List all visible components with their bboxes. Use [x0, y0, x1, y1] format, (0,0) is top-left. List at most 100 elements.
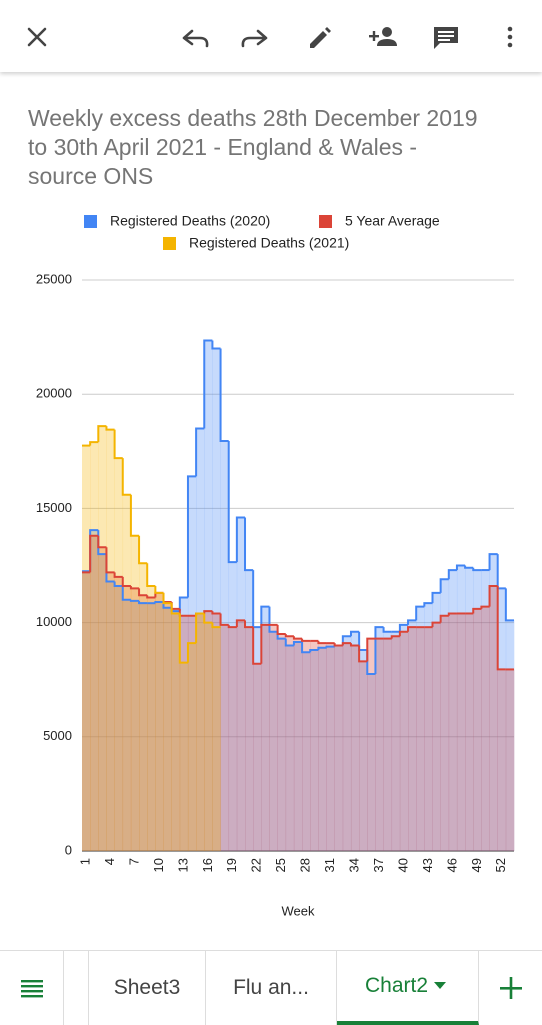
- x-tick-label: 49: [469, 858, 484, 872]
- area-step: [432, 622, 441, 851]
- area-step: [114, 586, 124, 851]
- x-tick-label: 13: [175, 858, 190, 872]
- area-step: [302, 652, 311, 851]
- step-line: [97, 425, 107, 443]
- step-line: [105, 426, 115, 431]
- area-step: [456, 613, 466, 851]
- step-line: [146, 563, 156, 588]
- step-line: [488, 553, 498, 571]
- step-line: [113, 572, 123, 578]
- step-line: [105, 547, 115, 574]
- area-step: [179, 615, 189, 851]
- step-line: [211, 611, 221, 615]
- undo-icon[interactable]: [182, 29, 209, 48]
- step-line: [195, 427, 205, 477]
- area-step: [187, 643, 197, 851]
- x-tick-label: 4: [102, 858, 117, 865]
- area-step: [465, 613, 474, 851]
- more-icon[interactable]: [507, 26, 513, 48]
- area-step: [416, 606, 425, 851]
- area-step: [359, 650, 368, 851]
- step-line: [431, 591, 441, 604]
- y-tick-label: 0: [65, 842, 72, 857]
- step-line: [488, 585, 498, 607]
- step-line: [447, 569, 457, 580]
- x-tick-label: 28: [298, 858, 313, 872]
- step-line: [113, 429, 123, 460]
- area-step: [350, 645, 360, 851]
- step-line: [244, 620, 254, 629]
- step-line: [138, 535, 148, 565]
- step-line: [154, 586, 164, 594]
- area-step: [334, 645, 344, 851]
- add-person-icon[interactable]: [369, 27, 397, 46]
- y-tick-label: 15000: [36, 500, 72, 515]
- area-step: [98, 547, 107, 851]
- sheet-tab[interactable]: Sheet3: [88, 951, 206, 1025]
- step-line: [317, 640, 327, 645]
- step-line: [162, 592, 172, 605]
- area-step: [171, 611, 181, 851]
- close-icon[interactable]: [27, 27, 47, 47]
- area-step: [245, 570, 254, 851]
- x-tick-label: 25: [273, 858, 288, 872]
- step-line: [333, 643, 343, 647]
- redo-icon[interactable]: [241, 29, 268, 48]
- area-step: [391, 631, 401, 851]
- area-step: [130, 535, 140, 851]
- step-line: [366, 637, 376, 662]
- x-tick-label: 40: [395, 858, 410, 872]
- area-step: [220, 441, 230, 851]
- legend-label: Registered Deaths (2020): [110, 213, 270, 229]
- area-step: [310, 640, 319, 851]
- add-sheet[interactable]: [479, 951, 542, 1025]
- x-tick-label: 43: [420, 858, 435, 872]
- area-step: [391, 636, 401, 851]
- x-tick-label: 1: [78, 858, 93, 865]
- area-step: [147, 603, 156, 851]
- area-step: [408, 627, 417, 851]
- area-step: [212, 613, 221, 851]
- area-step: [122, 586, 132, 851]
- step-line: [455, 564, 466, 571]
- area-step: [204, 611, 213, 851]
- lines: [82, 339, 514, 675]
- area-step: [285, 645, 295, 851]
- area-step: [130, 600, 140, 851]
- sheet-tab[interactable]: Flu an...: [206, 951, 337, 1025]
- area-step: [220, 624, 230, 851]
- area-step: [302, 640, 311, 851]
- step-line: [129, 586, 140, 590]
- area-step: [489, 554, 498, 851]
- step-line: [407, 626, 417, 632]
- step-line: [186, 642, 197, 663]
- all-sheets[interactable]: [0, 951, 64, 1025]
- legend-label: Registered Deaths (2021): [189, 235, 349, 251]
- step-line: [138, 600, 148, 605]
- area-step: [147, 597, 156, 851]
- area-step: [98, 426, 107, 851]
- area-step: [481, 570, 490, 851]
- area-step: [82, 445, 91, 851]
- area-step: [122, 599, 132, 851]
- step-line: [374, 626, 384, 674]
- area-step: [253, 627, 262, 851]
- area-step: [375, 638, 384, 851]
- step-line: [113, 581, 123, 588]
- active-sheet-tab[interactable]: Chart2: [337, 951, 479, 1025]
- area-step: [155, 602, 164, 851]
- x-tick-label: 10: [151, 858, 166, 872]
- menu-icon: [20, 980, 43, 998]
- tab-label: Chart2: [364, 974, 429, 997]
- edit-icon[interactable]: [310, 27, 331, 48]
- step-line: [89, 534, 99, 573]
- step-line: [472, 607, 482, 614]
- area-step: [114, 458, 124, 851]
- step-line: [398, 630, 409, 637]
- area-step: [473, 570, 482, 851]
- area-step: [465, 567, 474, 851]
- legend-label: 5 Year Average: [345, 213, 440, 229]
- step-line: [284, 638, 294, 647]
- step-line: [480, 605, 490, 609]
